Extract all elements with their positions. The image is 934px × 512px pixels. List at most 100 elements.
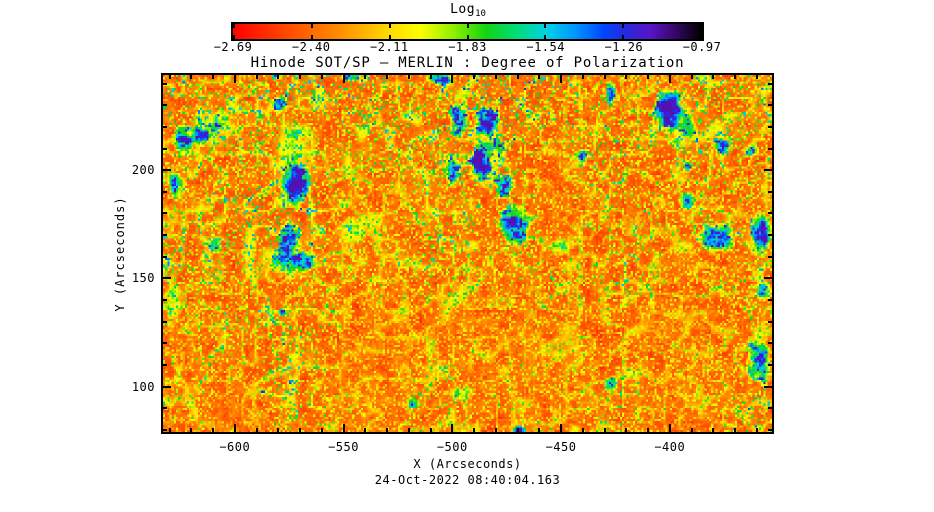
x-minor-tick (190, 75, 193, 79)
x-minor-tick (712, 428, 715, 432)
colorbar-tick (233, 24, 235, 28)
y-minor-tick (163, 82, 167, 85)
x-minor-tick (168, 75, 171, 79)
y-minor-tick (163, 407, 167, 410)
x-minor-tick (320, 428, 323, 432)
x-minor-tick (255, 428, 258, 432)
colorbar-tick (544, 24, 547, 28)
x-minor-tick (190, 428, 193, 432)
x-major-tick (451, 424, 454, 432)
x-minor-tick (603, 75, 606, 79)
y-minor-tick (768, 407, 772, 410)
y-minor-tick (163, 255, 167, 258)
y-minor-tick (768, 320, 772, 323)
colorbar-tick (698, 24, 700, 28)
y-major-tick (163, 277, 171, 280)
y-minor-tick (768, 299, 772, 302)
y-minor-tick (768, 428, 772, 431)
x-minor-tick (603, 428, 606, 432)
x-minor-tick (647, 428, 650, 432)
y-axis-label: Y (Arcseconds) (113, 196, 127, 312)
y-minor-tick (163, 320, 167, 323)
colorbar-tick (310, 24, 313, 28)
colorbar-tick-label: −1.54 (526, 40, 565, 54)
x-major-tick (560, 424, 563, 432)
colorbar-tick (622, 35, 625, 39)
colorbar-gradient (233, 24, 702, 39)
x-minor-tick (386, 428, 389, 432)
x-minor-tick (755, 428, 758, 432)
plot-title: Hinode SOT/SP – MERLIN : Degree of Polar… (250, 55, 685, 71)
x-major-tick (560, 75, 563, 83)
x-tick-label: −450 (545, 440, 577, 454)
x-minor-tick (516, 75, 519, 79)
colorbar-tick (233, 35, 235, 39)
x-minor-tick (494, 75, 497, 79)
x-minor-tick (734, 75, 737, 79)
y-tick-label: 150 (131, 271, 155, 286)
y-minor-tick (768, 147, 772, 150)
y-major-tick (163, 385, 171, 388)
x-major-tick (233, 424, 236, 432)
colorbar-tick-label: −1.83 (448, 40, 487, 54)
x-minor-tick (277, 428, 280, 432)
x-minor-tick (581, 428, 584, 432)
y-minor-tick (768, 255, 772, 258)
colorbar-tick (388, 35, 391, 39)
y-major-tick (764, 277, 772, 280)
colorbar-tick-label: −0.97 (682, 40, 722, 54)
x-minor-tick (407, 75, 410, 79)
colorbar-title-subscript: 10 (475, 9, 486, 19)
colorbar (231, 22, 704, 41)
x-minor-tick (755, 75, 758, 79)
x-minor-tick (538, 75, 541, 79)
x-minor-tick (581, 75, 584, 79)
x-minor-tick (473, 428, 476, 432)
y-minor-tick (768, 342, 772, 345)
colorbar-tick-label: −2.11 (370, 40, 409, 54)
y-major-tick (764, 385, 772, 388)
y-minor-tick (163, 104, 167, 107)
x-minor-tick (299, 75, 302, 79)
x-minor-tick (277, 75, 280, 79)
colorbar-tick (466, 35, 469, 39)
x-minor-tick (538, 428, 541, 432)
y-minor-tick (163, 190, 167, 193)
colorbar-tick (310, 35, 313, 39)
x-major-tick (451, 75, 454, 83)
x-major-tick (668, 75, 671, 83)
y-minor-tick (163, 212, 167, 215)
x-tick-label: −600 (219, 440, 251, 454)
y-minor-tick (768, 212, 772, 215)
polarization-map-image (163, 75, 772, 432)
x-major-tick (233, 75, 236, 83)
x-minor-tick (473, 75, 476, 79)
x-minor-tick (429, 428, 432, 432)
colorbar-tick (698, 35, 700, 39)
x-minor-tick (734, 428, 737, 432)
y-minor-tick (768, 190, 772, 193)
colorbar-tick-label: −2.40 (291, 40, 331, 54)
x-minor-tick (299, 428, 302, 432)
x-minor-tick (494, 428, 497, 432)
colorbar-title: Log10 (233, 2, 703, 19)
colorbar-tick (466, 24, 469, 28)
x-minor-tick (364, 75, 367, 79)
y-minor-tick (163, 342, 167, 345)
x-minor-tick (690, 75, 693, 79)
y-minor-tick (768, 104, 772, 107)
x-tick-label: −550 (328, 440, 359, 454)
y-minor-tick (163, 234, 167, 237)
y-major-tick (764, 169, 772, 172)
x-minor-tick (386, 75, 389, 79)
x-major-tick (668, 424, 671, 432)
x-minor-tick (516, 428, 519, 432)
x-minor-tick (690, 428, 693, 432)
colorbar-tick (544, 35, 547, 39)
y-minor-tick (163, 147, 167, 150)
y-minor-tick (163, 125, 167, 128)
x-major-tick (342, 75, 345, 83)
y-minor-tick (163, 363, 167, 366)
y-minor-tick (768, 363, 772, 366)
